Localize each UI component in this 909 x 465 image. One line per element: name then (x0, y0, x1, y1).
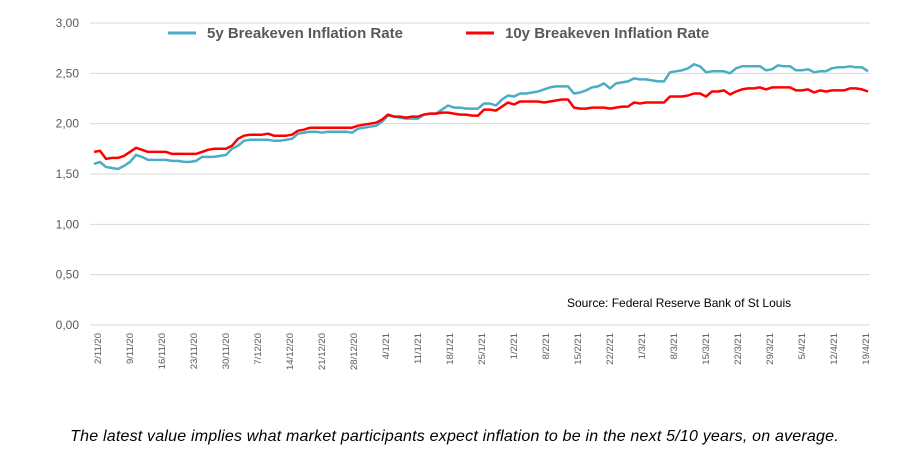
x-tick-label: 4/1/21 (381, 333, 392, 359)
x-tick-label: 15/2/21 (573, 333, 584, 365)
y-axis-ticks: 0,00 0,50 1,00 1,50 2,00 2,50 3,00 (56, 16, 80, 332)
legend: 5y Breakeven Inflation Rate 10y Breakeve… (168, 25, 709, 42)
x-tick-label: 18/1/21 (445, 333, 456, 365)
y-tick-label: 0,50 (56, 268, 80, 282)
x-tick-label: 11/1/21 (413, 333, 424, 364)
x-tick-label: 8/2/21 (541, 333, 552, 359)
x-tick-label: 21/12/20 (317, 333, 328, 370)
y-tick-label: 0,00 (56, 318, 80, 332)
chart-caption: The latest value implies what market par… (70, 428, 839, 445)
legend-label-5y: 5y Breakeven Inflation Rate (207, 25, 403, 42)
x-tick-label: 8/3/21 (669, 333, 680, 359)
x-tick-label: 22/2/21 (605, 333, 616, 365)
x-tick-label: 5/4/21 (797, 333, 808, 359)
gridlines (90, 22, 870, 276)
x-tick-label: 22/3/21 (733, 333, 744, 365)
x-tick-label: 1/2/21 (509, 333, 520, 359)
x-tick-label: 2/11/20 (93, 333, 104, 364)
x-tick-label: 16/11/20 (157, 333, 168, 369)
x-tick-label: 19/4/21 (861, 333, 872, 365)
y-tick-label: 3,00 (56, 16, 80, 30)
x-tick-label: 9/11/20 (125, 333, 136, 364)
x-tick-label: 15/3/21 (701, 333, 712, 365)
x-tick-label: 23/11/20 (189, 333, 200, 369)
series-line-5y (93, 63, 869, 171)
x-tick-label: 7/12/20 (253, 333, 264, 365)
y-tick-label: 2,00 (56, 117, 80, 131)
series-lines (93, 63, 869, 171)
x-axis-ticks: 2/11/20 9/11/20 16/11/20 23/11/20 30/11/20 7/… (93, 333, 872, 370)
legend-label-10y: 10y Breakeven Inflation Rate (505, 25, 709, 42)
y-tick-label: 1,00 (56, 217, 80, 231)
series-line-10y (93, 86, 869, 161)
x-tick-label: 14/12/20 (285, 333, 296, 370)
line-chart: 0,00 0,50 1,00 1,50 2,00 2,50 3,00 2/11/20 9/11… (56, 16, 872, 370)
x-tick-label: 25/1/21 (477, 333, 488, 365)
source-annotation: Source: Federal Reserve Bank of St Louis (567, 296, 791, 310)
x-tick-label: 12/4/21 (829, 333, 840, 365)
y-tick-label: 2,50 (56, 66, 80, 80)
x-tick-label: 29/3/21 (765, 333, 776, 365)
y-tick-label: 1,50 (56, 167, 80, 181)
x-tick-label: 28/12/20 (349, 333, 360, 370)
x-tick-label: 30/11/20 (221, 333, 232, 369)
x-tick-label: 1/3/21 (637, 333, 648, 359)
